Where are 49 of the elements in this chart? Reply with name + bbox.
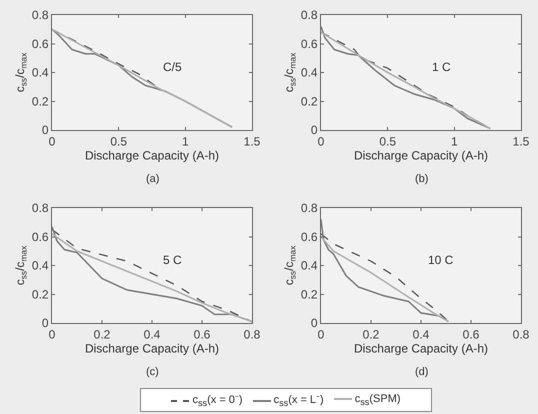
y-tick-label: 0: [42, 123, 49, 138]
x-tick-label: 0.6: [194, 327, 211, 342]
y-tick-label: 0.2: [32, 94, 49, 108]
legend-label: c$_{ss}$(x = 0⁻): [192, 394, 243, 409]
y-tick-label: 0.4: [32, 258, 49, 273]
x-tick-label: 0.2: [94, 327, 111, 342]
x-axis-title: Discharge Capacity (A-h): [84, 148, 220, 162]
annotation: C/5: [163, 60, 182, 74]
y-tick-label: 0.6: [300, 230, 318, 244]
x-axis-title: Discharge Capacity (A-h): [84, 341, 220, 356]
x-tick-label: 0.6: [462, 327, 480, 342]
x-tick-label: 0.2: [362, 327, 380, 342]
y-tick-label: 0: [42, 316, 49, 330]
y-tick-label: 0.8: [300, 8, 318, 22]
y-tick-label: 0.8: [32, 201, 49, 216]
x-tick-label: 0.4: [144, 327, 161, 342]
legend-label: c$_{ss}$(x = L⁻): [274, 394, 324, 409]
y-tick-label: 0.8: [32, 8, 49, 22]
x-tick-label: 0.8: [512, 327, 530, 342]
y-tick-label: 0.6: [32, 230, 49, 244]
text: (a): [146, 173, 160, 185]
y-tick-label: 0.8: [300, 201, 318, 216]
x-tick-label: 1: [450, 134, 458, 148]
y-tick-label: 0.2: [300, 287, 318, 302]
y-tick-label: 0.6: [300, 36, 318, 51]
text: (c): [146, 366, 159, 378]
y-tick-label: 0: [310, 123, 318, 138]
annotation: 1 C: [432, 60, 452, 74]
y-tick-label: 0.6: [32, 36, 49, 51]
legend-label: c$_{ss}$(SPM): [354, 392, 401, 408]
x-tick-label: 1.5: [244, 134, 261, 148]
x-tick-label: 1.5: [512, 134, 530, 148]
x-tick-label: 0.8: [244, 327, 261, 342]
x-axis-title: Discharge Capacity (A-h): [354, 341, 488, 356]
y-tick-label: 0: [310, 316, 318, 330]
x-tick-label: 0.4: [412, 327, 430, 342]
x-tick-label: 0.5: [110, 134, 128, 148]
x-tick-label: 0.5: [379, 134, 396, 148]
text: (b): [415, 173, 428, 185]
y-tick-label: 0.2: [300, 94, 318, 108]
annotation: 10 C: [428, 253, 454, 267]
x-tick-label: 1: [182, 134, 189, 148]
x-axis-title: Discharge Capacity (A-h): [354, 148, 488, 162]
annotation: 5 C: [163, 253, 182, 267]
y-tick-label: 0.4: [300, 66, 318, 80]
y-tick-label: 0.4: [32, 66, 49, 80]
y-tick-label: 0.4: [300, 258, 318, 273]
text: (d): [415, 366, 428, 378]
y-tick-label: 0.2: [32, 287, 49, 302]
